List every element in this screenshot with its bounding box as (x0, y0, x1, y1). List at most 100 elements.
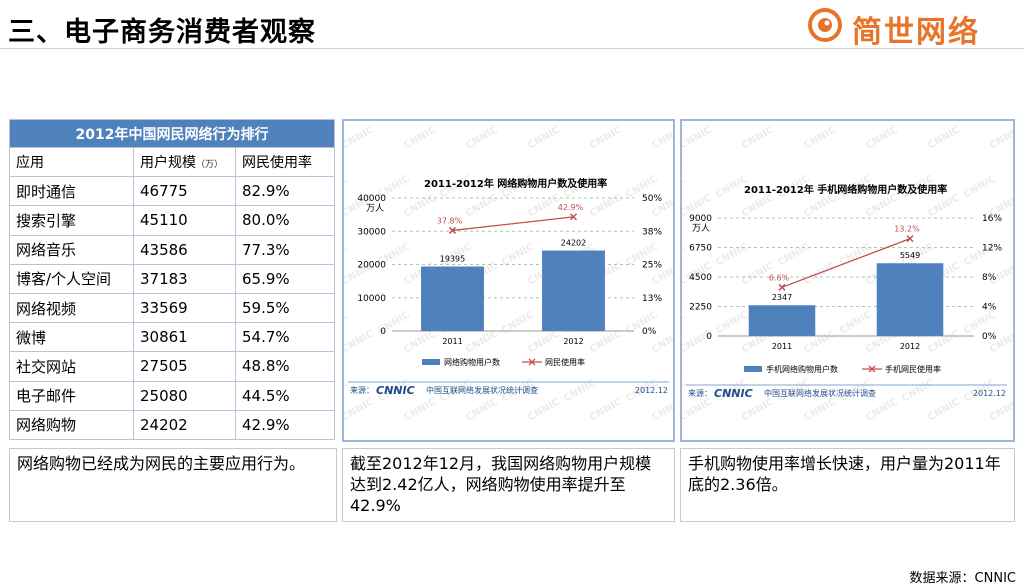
left-tick-label: 4500 (689, 273, 712, 283)
left-tick-label: 0 (706, 332, 712, 342)
rate-point (448, 226, 457, 234)
source-org: 中国互联网络发展状况统计调查 (764, 388, 876, 398)
cell-users: 45110 (133, 205, 236, 236)
watermark-text: CNNIC (344, 125, 376, 152)
watermark-text: CNNIC (776, 242, 812, 269)
cell-rate: 54.7% (235, 322, 335, 353)
cell-users: 27505 (133, 351, 236, 382)
cell-users: 24202 (133, 409, 236, 440)
watermark-text: CNNIC (588, 397, 624, 424)
watermark-text: CNNIC (864, 193, 900, 220)
watermark-text: CNNIC (740, 397, 776, 424)
cell-rate: 77.3% (235, 234, 335, 265)
right-tick-label: 4% (982, 303, 997, 313)
left-axis-unit: 万人 (366, 203, 384, 214)
right-tick-label: 38% (642, 227, 662, 237)
watermark-text: CNNIC (900, 378, 936, 405)
rate-point (906, 235, 914, 243)
rate-value-label: 37.8% (437, 216, 463, 225)
watermark-text: CNNIC (402, 125, 438, 152)
bar (876, 263, 944, 336)
cell-users: 33569 (133, 292, 236, 324)
right-tick-label: 0% (642, 327, 657, 337)
header-users-label: 用户规模 (140, 155, 196, 172)
rate-line (781, 238, 911, 288)
watermark-text: CNNIC (402, 397, 438, 424)
ranking-header-row: 应用 用户规模（万） 网民使用率 (9, 146, 335, 178)
rate-value-label: 42.9% (558, 203, 584, 212)
watermark-text: CNNIC (588, 329, 624, 356)
watermark-text: CNNIC (344, 310, 350, 337)
watermark-text: CNNIC (464, 329, 500, 356)
caption-ranking: 网络购物已经成为网民的主要应用行为。 (9, 448, 337, 522)
watermark-text: CNNIC (402, 193, 438, 220)
online-shopping-chart-panel: CNNIC CNNIC CNNIC CNNIC CNNIC CNNIC CNNIC CNNIC… (342, 119, 675, 442)
cell-users: 25080 (133, 380, 236, 411)
bar-value-label: 5549 (900, 251, 920, 260)
watermark-text: CNNIC (714, 242, 750, 269)
watermark-text: CNNIC (588, 193, 624, 220)
watermark-text: CNNIC (714, 310, 750, 337)
watermark-text: CNNIC (682, 310, 688, 337)
watermark-text: CNNIC (344, 329, 376, 356)
cell-rate: 42.9% (235, 409, 335, 440)
table-row: 微博 30861 54.7% (9, 322, 335, 353)
x-tick-label: 2012 (900, 342, 920, 351)
rate-point (778, 283, 786, 291)
watermark-text: CNNIC (926, 193, 962, 220)
watermark-text: CNNIC (526, 125, 562, 152)
bar-value-label: 19395 (440, 255, 465, 264)
table-row: 网络音乐 43586 77.3% (9, 234, 335, 265)
right-tick-label: 8% (982, 273, 997, 283)
cell-rate: 65.9% (235, 263, 335, 294)
watermark-text: CNNIC (740, 193, 776, 220)
cell-app: 博客/个人空间 (9, 263, 134, 294)
bar (748, 305, 816, 336)
watermark-text: CNNIC (926, 125, 962, 152)
watermark-text: CNNIC (802, 193, 838, 220)
watermark-text: CNNIC (988, 397, 1013, 424)
legend-marker-line (528, 358, 536, 366)
left-tick-label: 2250 (689, 303, 712, 313)
watermark-text: CNNIC (864, 125, 900, 152)
left-tick-label: 20000 (357, 261, 386, 271)
caption-online-shopping: 截至2012年12月，我国网络购物用户规模达到2.42亿人，网络购物使用率提升至… (342, 448, 675, 522)
left-axis-unit: 万人 (692, 223, 710, 234)
chart-date: 2012.12 (635, 386, 668, 395)
watermark-text: CNNIC (344, 397, 376, 424)
header-users-unit: （万） (196, 160, 224, 171)
header-app: 应用 (9, 146, 134, 178)
source-label: 来源： (350, 386, 374, 395)
watermark-text: CNNIC (526, 193, 562, 220)
left-tick-label: 9000 (689, 214, 712, 224)
rate-line (452, 216, 574, 232)
watermark-text: CNNIC (344, 242, 350, 269)
cell-users: 43586 (133, 234, 236, 265)
watermark-text: CNNIC (344, 174, 350, 201)
bar (542, 250, 605, 331)
left-tick-label: 30000 (357, 227, 386, 237)
legend-label-line: 网民使用率 (545, 357, 585, 367)
x-tick-label: 2011 (772, 342, 792, 351)
watermark-text: CNNIC (802, 125, 838, 152)
source-logo: CNNIC (376, 384, 415, 397)
cell-users: 37183 (133, 263, 236, 294)
watermark-text: CNNIC (500, 310, 536, 337)
cell-app: 网络音乐 (9, 234, 134, 265)
table-row: 搜索引擎 45110 80.0% (9, 205, 335, 236)
table-row: 即时通信 46775 82.9% (9, 176, 335, 207)
watermark-text: CNNIC (464, 193, 500, 220)
cell-app: 社交网站 (9, 351, 134, 382)
bar-value-label: 24202 (561, 239, 586, 248)
right-tick-label: 12% (982, 244, 1002, 254)
watermark-text: CNNIC (402, 329, 438, 356)
cell-app: 微博 (9, 322, 134, 353)
header-divider (0, 48, 1024, 49)
mobile-shopping-chart-panel: CNNIC CNNIC CNNIC CNNIC CNNIC CNNIC CNNIC CNNIC… (680, 119, 1015, 442)
ranking-caption: 2012年中国网民网络行为排行 (9, 119, 335, 148)
watermark-text: CNNIC (802, 261, 838, 288)
watermark-text: CNNIC (588, 125, 624, 152)
right-tick-label: 50% (642, 194, 662, 204)
rate-value-label: 13.2% (894, 225, 920, 234)
